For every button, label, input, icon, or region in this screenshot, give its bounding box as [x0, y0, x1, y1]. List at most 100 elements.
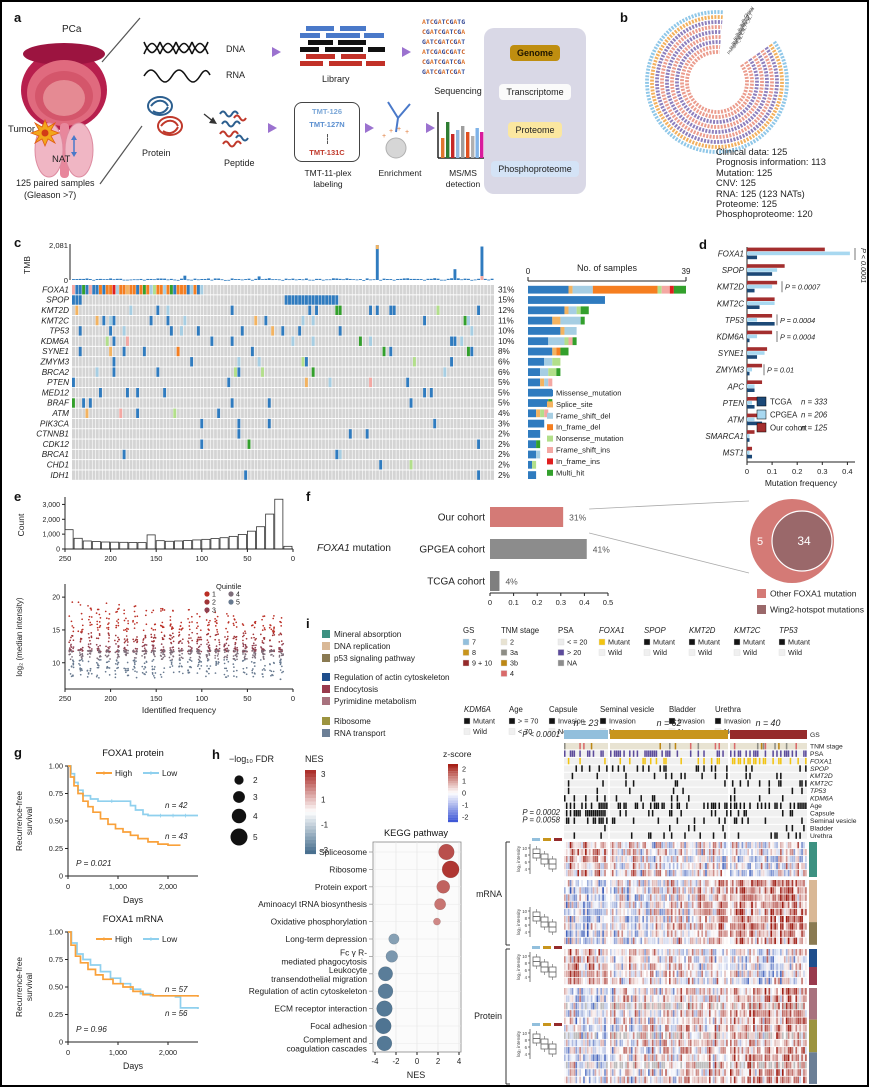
km-curve-low [68, 931, 199, 1009]
onco-gene-label: PTEN [47, 378, 69, 387]
panel-label-i: i [306, 616, 310, 631]
cohort-stat-line: Clinical data: 125 [716, 147, 788, 157]
onco-gene-label: FOXA1 [42, 285, 69, 294]
svg-text:0.3: 0.3 [817, 467, 827, 476]
svg-text:Mutant: Mutant [743, 638, 765, 647]
svg-text:0: 0 [56, 547, 60, 554]
svg-text:3: 3 [321, 770, 326, 779]
svg-text:0.2: 0.2 [532, 598, 542, 607]
svg-text:Wild: Wild [608, 648, 622, 657]
svg-text:250: 250 [59, 694, 72, 703]
onco-gene-label: KMT2C [41, 316, 69, 325]
cohort-legend-swatch [756, 396, 767, 407]
kegg-pathway-label: Oxidative phosphorylation [271, 917, 368, 927]
svg-text:P = 0.0007: P = 0.0007 [785, 283, 821, 292]
kegg-dot [388, 933, 400, 945]
km-n-label: n = 43 [165, 832, 188, 841]
mutation-legend-label: Splice_site [556, 400, 593, 409]
svg-text:5: 5 [253, 832, 258, 842]
onco-pct-label: 5% [498, 378, 510, 387]
pathway-legend-label: DNA replication [334, 642, 391, 651]
svg-text:0: 0 [526, 267, 531, 276]
seq-row: CGATCGATCGA [422, 58, 466, 66]
kegg-pathway-label: Complement and [303, 1034, 367, 1044]
svg-text:No: No [724, 727, 733, 736]
pathway-legend-swatch [322, 630, 330, 638]
svg-text:Wild: Wild [788, 648, 802, 657]
svg-text:+: + [171, 813, 175, 820]
svg-text:coagulation cascades: coagulation cascades [286, 1043, 367, 1053]
bar-value-label: 41% [593, 545, 610, 555]
svg-text:1,000: 1,000 [109, 1048, 127, 1057]
clinical-heatmap-chart: Mineral absorption DNA replication p53 sig… [322, 626, 857, 1085]
onco-pct-label: 3% [498, 419, 510, 428]
sequencing-reads: ATCGATCGATG CGATCGATCGA GATCGATCGAT ATCGAGC… [422, 17, 498, 77]
gs-group-bar [730, 730, 807, 739]
svg-text:z-score: z-score [443, 749, 472, 759]
svg-text:4: 4 [253, 811, 258, 821]
svg-text:Mutant: Mutant [473, 717, 495, 726]
kegg-dot [436, 880, 451, 894]
svg-text:0.25: 0.25 [49, 844, 63, 853]
pathway-legend-label: Endocytosis [334, 685, 378, 694]
group-n-label: n = 40 [756, 718, 781, 728]
pathway-strip [809, 922, 817, 945]
heatmap-row-label: TP53 [810, 788, 826, 795]
kegg-dot [438, 843, 455, 861]
svg-text:0: 0 [64, 276, 68, 285]
svg-text:P = 0.0004: P = 0.0004 [780, 316, 815, 325]
svg-text:mediated phagocytosis: mediated phagocytosis [281, 956, 367, 966]
svg-text:0.75: 0.75 [49, 789, 63, 798]
venn-legend-swatch [757, 605, 766, 614]
svg-text:< = 20: < = 20 [567, 638, 587, 647]
svg-text:10: 10 [52, 660, 60, 667]
enrichment-label: Enrichment [378, 168, 422, 178]
kegg-pathway-label: Ribosome [329, 864, 367, 874]
svg-text:-1: -1 [321, 821, 329, 830]
mutation-legend-swatch [547, 458, 553, 465]
svg-text:Wild: Wild [473, 727, 487, 736]
svg-text:50: 50 [243, 554, 251, 563]
onco-pct-label: 6% [498, 358, 510, 367]
svg-text:2,081: 2,081 [49, 241, 68, 250]
onco-gene-label: BRCA2 [42, 368, 70, 377]
cat-legend-title: Capsule [549, 705, 578, 714]
svg-text:n = 206: n = 206 [801, 411, 828, 420]
msms-label-2: detection [445, 179, 481, 189]
svg-text:+: + [149, 769, 154, 778]
svg-text:2,000: 2,000 [159, 1048, 177, 1057]
cohort-legend-swatch [756, 409, 767, 420]
heatmap-row-label: PSA [810, 751, 824, 758]
kegg-dot [441, 860, 460, 879]
svg-text:+: + [110, 799, 114, 806]
kegg-pathway-label: Spliceosome [319, 847, 367, 857]
mutation-legend-label: Frame_shift_ins [556, 446, 610, 455]
svg-text:3,000: 3,000 [42, 502, 60, 509]
protein-icon [147, 96, 183, 136]
pathway-legend-swatch [322, 673, 330, 681]
kegg-dot [375, 1017, 392, 1035]
foxa1-mutation-row-label: FOXA1 mutation [317, 543, 391, 554]
kegg-pathway-label: Aminoacyl tRNA biosynthesis [258, 899, 367, 909]
svg-text:Wild: Wild [743, 648, 757, 657]
tmt-plex-label-1: TMT-11-plex [304, 168, 352, 178]
freq-gene-label: SYNE1 [718, 349, 744, 358]
svg-text:8: 8 [472, 648, 476, 657]
cohort-legend-label: CPGEA [770, 411, 798, 420]
svg-text:-2: -2 [393, 1057, 400, 1066]
freq-gene-label: ZMYM3 [715, 366, 745, 375]
svg-text:100: 100 [196, 694, 209, 703]
cohort-stats-list: Clinical data: 125 Prognosis information:… [716, 147, 826, 220]
cat-legend-title: TNM stage [501, 626, 539, 635]
mutation-legend-label: In_frame_del [556, 423, 601, 432]
cat-legend-title: GS [463, 626, 474, 635]
enrichment-icon: ++ + + [382, 101, 411, 159]
onco-pct-label: 6% [498, 368, 510, 377]
seq-row: CGATCGATCGA [422, 28, 466, 36]
svg-text:0: 0 [415, 1057, 420, 1066]
cat-legend-title: Seminal vesicle [600, 705, 654, 714]
pathway-legend-swatch [322, 642, 330, 650]
onco-gene-label: KMT2D [41, 306, 69, 315]
pathway-strip [809, 967, 817, 985]
km-legend-label: Low [162, 768, 178, 778]
